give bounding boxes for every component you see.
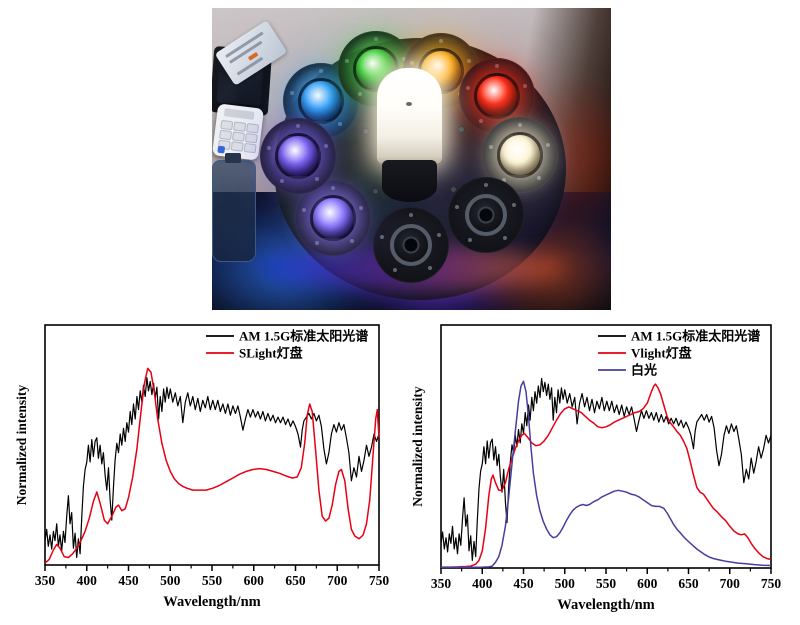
plate-screw bbox=[374, 37, 378, 41]
plate-screw bbox=[350, 238, 355, 243]
legend-label: SLight灯盘 bbox=[239, 346, 303, 361]
center-white-cylinder bbox=[377, 68, 442, 164]
plate-screw bbox=[290, 91, 295, 96]
x-axis-label: Wavelength/nm bbox=[557, 597, 654, 613]
chart-slight-spectrum: 350 400 450 500 550 600 650 700 750 Wavelength/nm… bbox=[14, 324, 390, 610]
series-line-solar bbox=[440, 377, 772, 561]
plate-screw bbox=[537, 175, 542, 180]
lens-module-off-front-barrel bbox=[390, 224, 432, 266]
plate-screw bbox=[358, 92, 363, 97]
plate-screw bbox=[546, 142, 551, 147]
plate-screw bbox=[468, 238, 473, 243]
cyan-blue-led-lens bbox=[298, 78, 344, 124]
deck-bolt bbox=[458, 126, 465, 133]
x-tick-label: 550 bbox=[202, 573, 223, 588]
lens-module-off-right-barrel bbox=[465, 194, 507, 236]
plate-screw bbox=[302, 208, 307, 213]
deck-bolt bbox=[450, 186, 457, 193]
plate-screw bbox=[503, 235, 508, 240]
legend-label: 白光 bbox=[631, 363, 657, 378]
plate-screw bbox=[512, 202, 517, 207]
series-line-lamp bbox=[44, 367, 380, 564]
cylinder-dark-base bbox=[382, 160, 437, 202]
violet-led-plate bbox=[260, 118, 336, 194]
violet-led-lens bbox=[275, 133, 321, 179]
lens-module-off-front-dark-lens bbox=[402, 236, 420, 254]
legend-label: AM 1.5G标准太阳光谱 bbox=[239, 329, 368, 344]
x-tick-label: 550 bbox=[596, 576, 617, 591]
plate-screw bbox=[315, 176, 320, 181]
plate-screw bbox=[523, 83, 528, 88]
x-tick-label: 650 bbox=[678, 576, 699, 591]
plate-screw bbox=[502, 178, 507, 183]
plate-screw bbox=[296, 124, 300, 128]
plate-screw bbox=[409, 213, 413, 217]
x-tick-label: 600 bbox=[637, 576, 658, 591]
legend-label: Vlight灯盘 bbox=[631, 346, 692, 361]
plate-screw bbox=[331, 186, 335, 190]
plate-screw bbox=[267, 146, 272, 151]
x-axis-label: Wavelength/nm bbox=[163, 594, 260, 610]
plate-screw bbox=[489, 145, 494, 150]
x-tick-label: 750 bbox=[761, 576, 782, 591]
x-tick-label: 350 bbox=[431, 576, 452, 591]
series-line-solar bbox=[44, 377, 380, 559]
x-tick-label: 700 bbox=[720, 576, 741, 591]
x-tick-label: 500 bbox=[160, 573, 181, 588]
plate-screw bbox=[467, 58, 472, 63]
x-tick-label: 450 bbox=[513, 576, 534, 591]
plate-screw bbox=[428, 265, 433, 270]
lens-module-off-right-plate bbox=[448, 177, 524, 253]
cylinder-center-aperture bbox=[406, 102, 412, 106]
series-line-lamp bbox=[441, 383, 772, 568]
plate-screw bbox=[518, 123, 522, 127]
x-tick-label: 450 bbox=[118, 573, 139, 588]
x-tick-label: 500 bbox=[555, 576, 576, 591]
plate-screw bbox=[455, 205, 460, 210]
plate-screw bbox=[338, 121, 343, 126]
plate-screw bbox=[439, 39, 443, 43]
plate-screw bbox=[380, 235, 385, 240]
plate-screw bbox=[359, 205, 364, 210]
plate-screw bbox=[393, 268, 398, 273]
plate-screw bbox=[319, 69, 323, 73]
y-axis-label: Normalized intensity bbox=[410, 386, 425, 507]
red-led-lens bbox=[474, 73, 520, 119]
plate-screw bbox=[479, 119, 484, 124]
plate-screw bbox=[280, 179, 285, 184]
plate-screw bbox=[484, 183, 488, 187]
x-tick-label: 350 bbox=[35, 573, 56, 588]
deck-bolt bbox=[372, 188, 379, 195]
x-tick-label: 600 bbox=[244, 573, 265, 588]
warm-white-led-lens bbox=[497, 132, 543, 178]
plate-screw bbox=[315, 241, 320, 246]
apparatus-photo bbox=[212, 8, 611, 310]
x-tick-label: 700 bbox=[327, 573, 348, 588]
y-axis-label: Normalized intensity bbox=[14, 385, 29, 506]
plate-screw bbox=[324, 143, 329, 148]
plate-screw bbox=[466, 86, 471, 91]
x-tick-label: 400 bbox=[472, 576, 493, 591]
photo-reagent-bottle bbox=[212, 153, 256, 262]
plate-screw bbox=[437, 232, 442, 237]
lens-module-off-right-dark-lens bbox=[477, 206, 495, 224]
photo-bottle-cap bbox=[225, 153, 241, 163]
x-tick-label: 400 bbox=[77, 573, 98, 588]
plate-screw bbox=[495, 64, 499, 68]
lens-module-off-front-plate bbox=[373, 207, 449, 283]
x-tick-label: 750 bbox=[369, 573, 390, 588]
x-tick-label: 650 bbox=[285, 573, 306, 588]
plate-screw bbox=[345, 59, 350, 64]
blue-violet-led-lens bbox=[310, 195, 356, 241]
legend-label: AM 1.5G标准太阳光谱 bbox=[631, 329, 760, 344]
chart-vlight-spectrum: 350 400 450 500 550 600 650 700 750 Wavelength/nm… bbox=[410, 324, 782, 613]
series-line-lamp bbox=[441, 380, 772, 568]
